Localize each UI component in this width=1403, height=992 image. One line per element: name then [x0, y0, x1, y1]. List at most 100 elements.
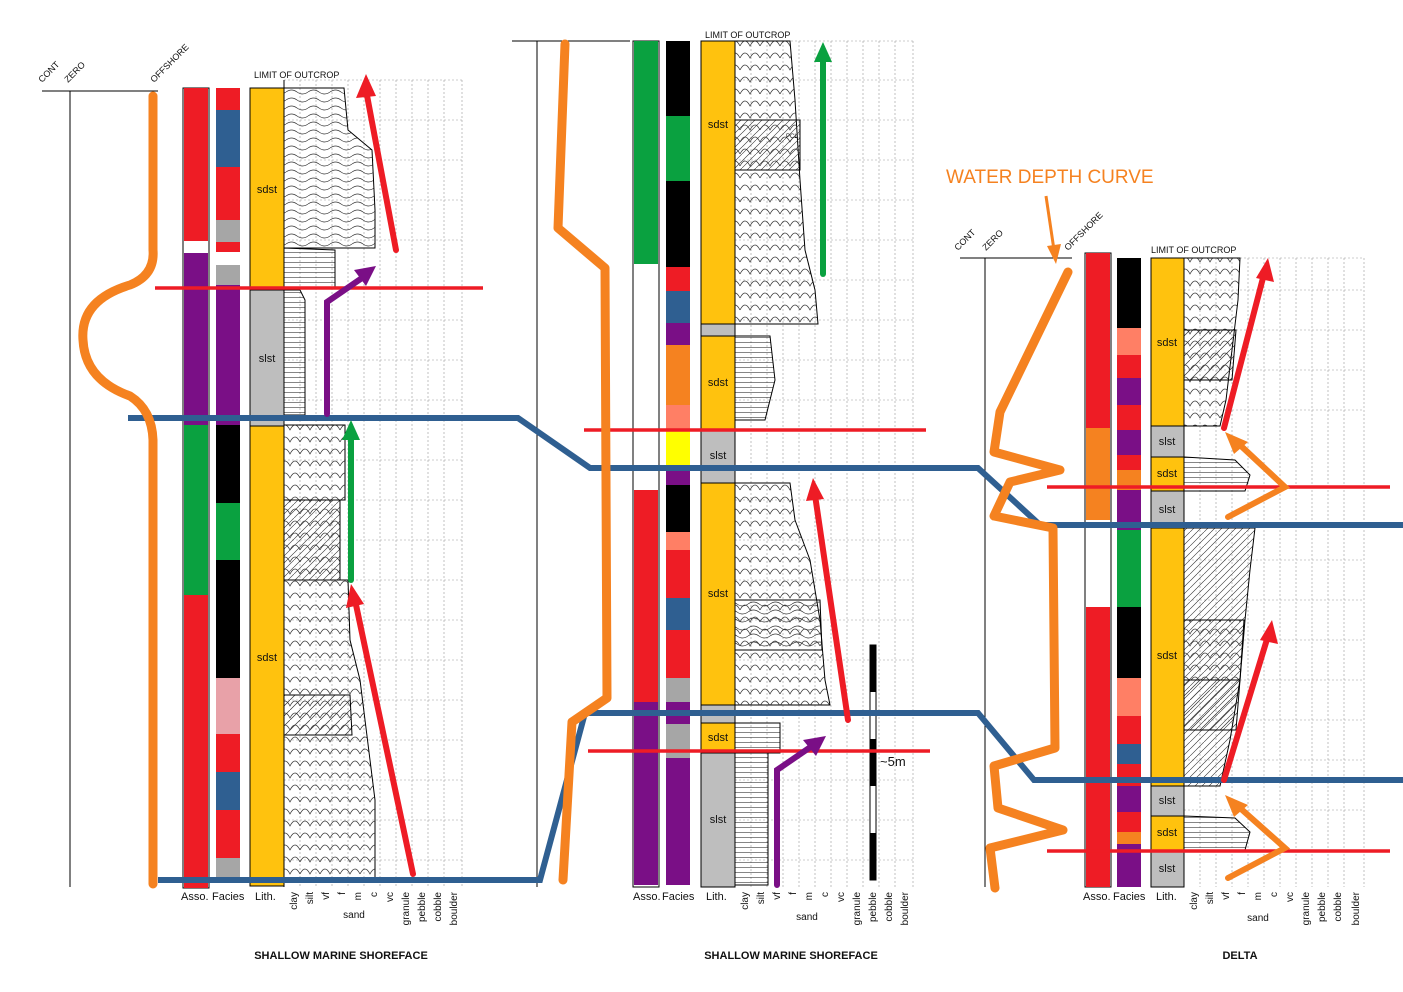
lith-label: sdst [708, 732, 728, 744]
lith-label: sdst [257, 184, 277, 196]
lith-label: slst [710, 450, 727, 462]
arrow-head [346, 584, 364, 608]
grain-size-labels: clay silt vf f m c vc granule pebble cobble boulde… [1189, 891, 1362, 925]
grain-size-label: granule [401, 892, 412, 926]
log-1: sdst slst sdst [181, 70, 463, 962]
coarsening-arrow [812, 492, 851, 723]
lithology-column: sdst slst sdst slst sdst slst sdst slst [1150, 257, 1185, 888]
coarsening-arrow [352, 597, 416, 877]
log-title: SHALLOW MARINE SHOREFACE [704, 950, 878, 962]
asso-segment [1086, 253, 1110, 428]
grain-size-label: silt [305, 892, 316, 904]
lith-label: sdst [257, 652, 277, 664]
grain-size-label: clay [1189, 892, 1200, 910]
water-depth-curve-log1 [78, 91, 158, 889]
orange-arrow [1225, 805, 1291, 881]
grain-size-label: boulder [1351, 891, 1362, 925]
grain-size-label: m [353, 892, 364, 900]
lith-label: slst [1159, 863, 1176, 875]
grain-size-label: cobble [884, 892, 895, 922]
grain-size-label: c [369, 892, 380, 897]
cont-label: CONT [36, 59, 61, 84]
zero-label: ZERO [62, 60, 87, 85]
lith-label: slst [1159, 504, 1176, 516]
purple-arrow [324, 275, 365, 417]
zero-label: ZERO [980, 228, 1005, 253]
water-depth-annotation: WATER DEPTH CURVE [946, 167, 1154, 264]
log-title: SHALLOW MARINE SHOREFACE [254, 950, 428, 962]
arrow-head [342, 420, 360, 440]
grain-size-labels: clay silt vf f m c vc granule pebble cobble boulde… [289, 891, 460, 925]
grain-size-label: f [337, 892, 348, 895]
grain-size-label: boulder [900, 891, 911, 925]
facies-column [1117, 258, 1141, 887]
asso-segment [634, 490, 658, 702]
sand-label: sand [1247, 913, 1269, 924]
arrow-head [1256, 258, 1274, 282]
lith-label: sdst [1157, 468, 1177, 480]
lith-label: sdst [1157, 827, 1177, 839]
lithology-column: sdst slst sdst [249, 87, 285, 887]
arrow-head [354, 266, 376, 286]
lith-label: slst [259, 353, 276, 365]
pcl-label: PCL [786, 134, 798, 140]
water-depth-curve-label: WATER DEPTH CURVE [946, 167, 1154, 188]
grain-size-label: c [820, 892, 831, 897]
arrow-head [803, 736, 826, 756]
sedimentary-profile [1183, 257, 1256, 851]
sedimentary-profile [283, 87, 376, 881]
orange-arrow [1225, 442, 1291, 520]
purple-arrow [774, 743, 815, 888]
lith-label: sdst [708, 119, 728, 131]
arrow-head [1225, 432, 1248, 454]
asso-segment [184, 88, 208, 241]
lith-header-label: Lith. [255, 891, 276, 903]
water-depth-curve-log2 [553, 39, 612, 885]
sand-label: sand [796, 912, 818, 923]
grain-size-label: m [804, 892, 815, 900]
facies-column [216, 88, 240, 878]
lith-label: sdst [1157, 337, 1177, 349]
asso-segment [184, 253, 208, 425]
grain-size-label: vf [1221, 892, 1232, 900]
trend-arrows [324, 42, 1291, 888]
offshore-label: OFFSHORE [148, 42, 190, 84]
grain-size-label: vf [772, 892, 783, 900]
facies-label: Facies [1113, 891, 1146, 903]
coarsening-arrow [1221, 633, 1271, 783]
lith-label: slst [710, 814, 727, 826]
grain-size-label: m [1253, 892, 1264, 900]
cont-label: CONT [952, 227, 977, 252]
asso-segment [184, 425, 208, 595]
flooding-surfaces [155, 286, 1390, 853]
asso-segment [634, 702, 658, 885]
asso-segment [184, 595, 208, 888]
log-title: DELTA [1222, 950, 1257, 962]
offshore-label: OFFSHORE [1062, 210, 1104, 252]
grain-size-label: f [788, 892, 799, 895]
grain-size-label: vf [321, 892, 332, 900]
grain-size-label: vc [836, 892, 847, 902]
grain-size-label: silt [1205, 892, 1216, 904]
sedimentary-profile [734, 40, 831, 886]
arrow-head [814, 42, 832, 62]
sand-label: sand [343, 910, 365, 921]
grain-size-label: c [1269, 892, 1280, 897]
grain-size-label: vc [1285, 892, 1296, 902]
coarsening-arrow [1221, 271, 1267, 431]
grain-size-label: pebble [417, 892, 428, 922]
lith-label: sdst [1157, 650, 1177, 662]
arrow-head [806, 478, 824, 501]
limit-of-outcrop-label: LIMIT OF OUTCROP [1151, 245, 1236, 255]
arrow-head [1047, 244, 1061, 264]
depth-axis-log1: CONT ZERO OFFSHORE [36, 42, 191, 887]
facies-column [666, 41, 690, 885]
limit-of-outcrop-label: LIMIT OF OUTCROP [705, 30, 790, 40]
grain-size-labels: clay silt vf f m c vc granule pebble cobble boulde… [740, 891, 911, 925]
water-depth-curves [78, 39, 1073, 893]
scale-label: ~5m [880, 754, 906, 769]
grain-size-label: pebble [868, 892, 879, 922]
correlation-line-upper [128, 415, 1403, 528]
grain-size-label: clay [740, 892, 751, 910]
